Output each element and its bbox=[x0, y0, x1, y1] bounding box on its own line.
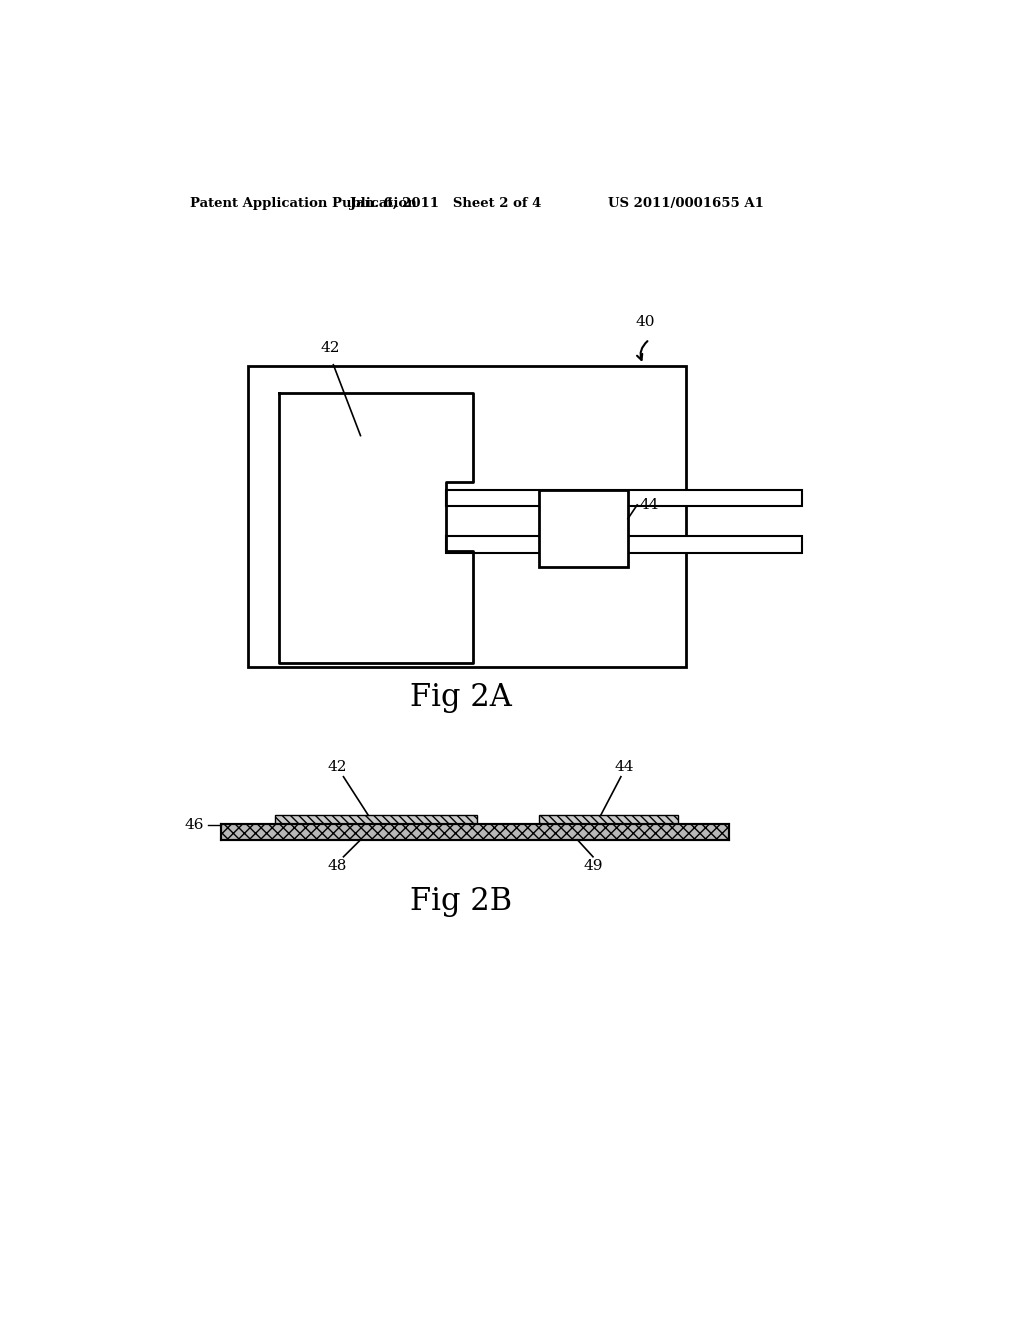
Bar bbox=[221, 825, 729, 840]
Bar bbox=[539, 816, 678, 825]
Text: 44: 44 bbox=[640, 498, 659, 512]
Bar bbox=[445, 536, 802, 553]
Bar bbox=[539, 490, 628, 566]
Text: 49: 49 bbox=[584, 859, 603, 873]
Bar bbox=[445, 490, 802, 507]
Text: 42: 42 bbox=[321, 341, 340, 355]
Text: 42: 42 bbox=[328, 760, 347, 775]
Text: Jan. 6, 2011   Sheet 2 of 4: Jan. 6, 2011 Sheet 2 of 4 bbox=[350, 197, 542, 210]
Text: Fig 2B: Fig 2B bbox=[411, 886, 512, 917]
Text: 48: 48 bbox=[328, 859, 347, 873]
Text: US 2011/0001655 A1: US 2011/0001655 A1 bbox=[608, 197, 764, 210]
Bar bbox=[275, 816, 477, 825]
Text: Fig 2A: Fig 2A bbox=[411, 682, 512, 713]
Text: Patent Application Publication: Patent Application Publication bbox=[190, 197, 417, 210]
Text: 46: 46 bbox=[184, 818, 204, 832]
Bar bbox=[248, 367, 686, 667]
Text: 40: 40 bbox=[636, 315, 655, 330]
Text: 44: 44 bbox=[614, 760, 634, 775]
